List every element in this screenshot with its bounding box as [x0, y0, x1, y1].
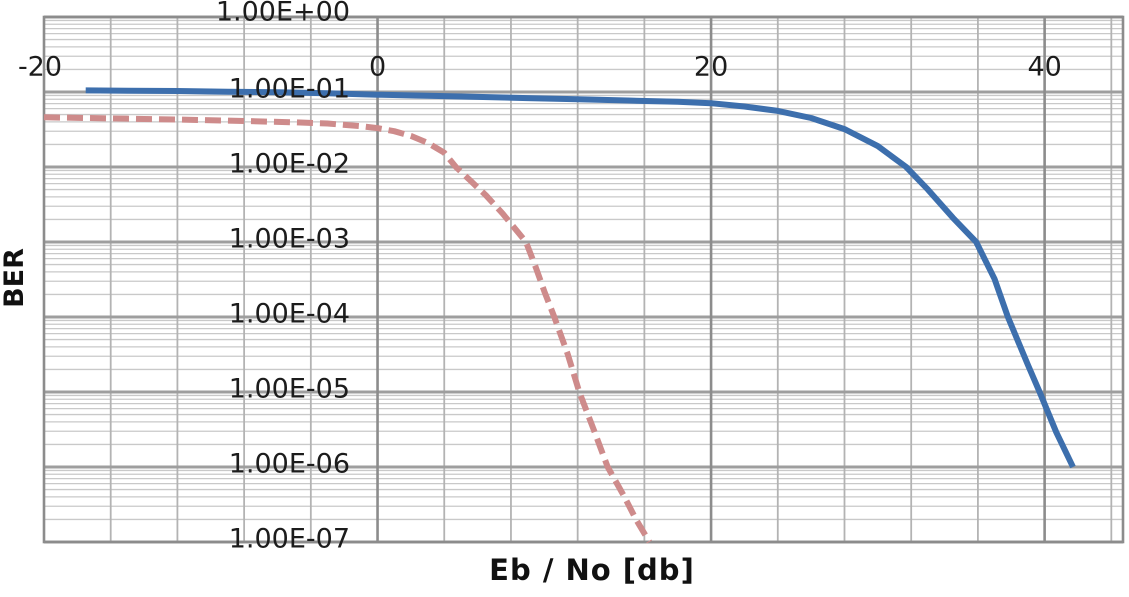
x-tick-label: 20	[694, 52, 728, 83]
plot-border	[42, 15, 1125, 544]
x-axis-title: Eb / No [db]	[489, 553, 695, 587]
y-axis-title: BER	[0, 248, 30, 308]
x-tick-label: 40	[1027, 52, 1061, 83]
x-tick-label: -20	[18, 52, 62, 83]
y-tick-label: 1.00E-01	[229, 74, 350, 105]
x-tick-label: 0	[369, 52, 386, 83]
y-tick-label: 1.00E-04	[229, 299, 350, 330]
y-tick-label: 1.00E-02	[229, 149, 350, 180]
solid-blue-curve	[85, 87, 1076, 469]
y-tick-label: 1.00E-05	[229, 374, 350, 405]
y-tick-label: 1.00E+00	[216, 0, 350, 28]
y-tick-label: 1.00E-06	[229, 449, 350, 480]
y-tick-label: 1.00E-03	[229, 224, 350, 255]
dashed-pink-curve	[43, 114, 652, 544]
y-tick-label: 1.00E-07	[229, 524, 350, 555]
